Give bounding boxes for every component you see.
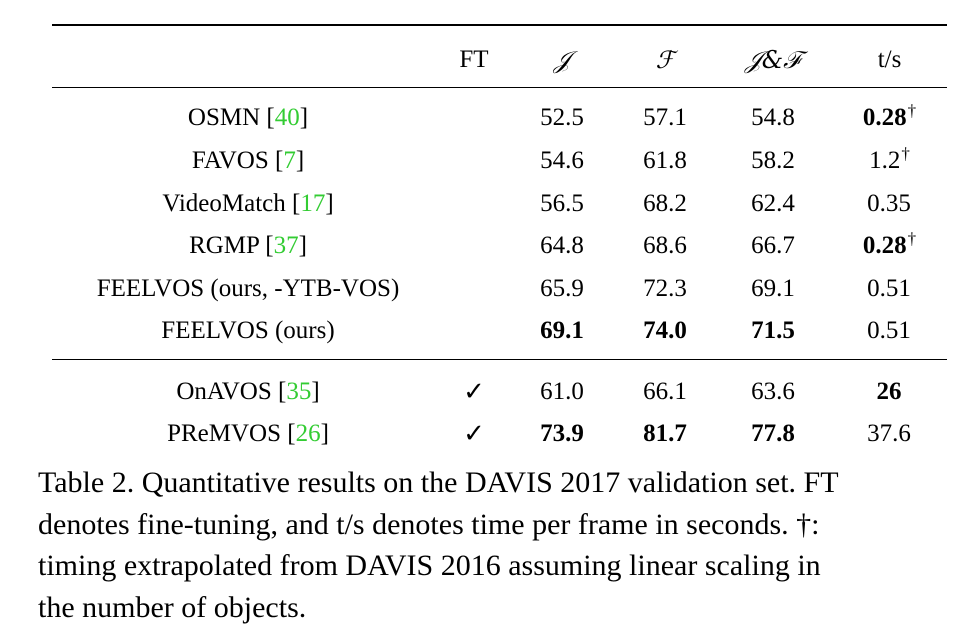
j-value: 56.5 xyxy=(540,190,584,217)
table-row: PReMVOS [26] ✓ 73.9 81.7 77.8 37.6 xyxy=(0,417,976,451)
method-name: FEELVOS (ours, -YTB-VOS) xyxy=(96,275,400,302)
j-value: 52.5 xyxy=(540,104,584,131)
j-value: 73.9 xyxy=(540,420,584,447)
ts-value: 0.51 xyxy=(867,317,911,344)
header-ts: t/s xyxy=(877,46,902,73)
ts-value: 0.28† xyxy=(862,229,917,259)
table-row: VideoMatch [17] 56.5 68.2 62.4 0.35 xyxy=(0,187,976,221)
ts-value: 26 xyxy=(876,378,902,405)
table-row: FAVOS [7] 54.6 61.8 58.2 1.2† xyxy=(0,144,976,178)
citation-link[interactable]: 17 xyxy=(300,190,326,217)
ts-value: 37.6 xyxy=(867,420,911,447)
citation-link[interactable]: 35 xyxy=(286,378,312,405)
j-value: 54.6 xyxy=(540,147,584,174)
caption-line: the number of objects. xyxy=(38,590,307,624)
j-value: 61.0 xyxy=(540,378,584,405)
f-value: 68.6 xyxy=(643,232,687,259)
header-j: 𝒥 xyxy=(553,46,571,74)
f-value: 72.3 xyxy=(643,275,687,302)
jf-value: 62.4 xyxy=(751,190,795,217)
f-value: 74.0 xyxy=(643,317,687,344)
table-row: FEELVOS (ours) 69.1 74.0 71.5 0.51 xyxy=(0,314,976,348)
f-value: 61.8 xyxy=(643,147,687,174)
jf-value: 54.8 xyxy=(751,104,795,131)
caption-line: denotes fine-tuning, and t/s denotes tim… xyxy=(38,507,820,541)
j-value: 69.1 xyxy=(540,317,584,344)
checkmark-icon: ✓ xyxy=(463,419,485,449)
ts-value: 0.51 xyxy=(867,275,911,302)
table-row: OnAVOS [35] ✓ 61.0 66.1 63.6 26 xyxy=(0,375,976,409)
jf-value: 71.5 xyxy=(751,317,795,344)
table-top-rule xyxy=(52,24,947,26)
j-value: 64.8 xyxy=(540,232,584,259)
method-name: PReMVOS [26] xyxy=(167,420,329,447)
f-value: 66.1 xyxy=(643,378,687,405)
method-name: FEELVOS (ours) xyxy=(161,317,335,344)
header-ft: FT xyxy=(459,46,489,73)
method-name: RGMP [37] xyxy=(189,232,307,259)
citation-link[interactable]: 37 xyxy=(273,232,299,259)
method-name: OSMN [40] xyxy=(187,104,309,131)
table-caption: Table 2. Quantitative results on the DAV… xyxy=(38,462,958,628)
j-value: 65.9 xyxy=(540,275,584,302)
jf-value: 58.2 xyxy=(751,147,795,174)
ts-value: 0.28† xyxy=(862,101,917,131)
jf-value: 63.6 xyxy=(751,378,795,405)
method-name: VideoMatch [17] xyxy=(162,190,334,217)
header-jf: 𝒥&ℱ xyxy=(745,46,801,74)
f-value: 68.2 xyxy=(643,190,687,217)
table-row: OSMN [40] 52.5 57.1 54.8 0.28† xyxy=(0,101,976,135)
citation-link[interactable]: 26 xyxy=(295,420,321,447)
table-header-row: FT 𝒥 ℱ 𝒥&ℱ t/s xyxy=(0,43,976,77)
ts-value: 1.2† xyxy=(869,144,910,174)
citation-link[interactable]: 7 xyxy=(283,147,296,174)
caption-line: timing extrapolated from DAVIS 2016 assu… xyxy=(38,549,821,582)
jf-value: 77.8 xyxy=(751,420,795,447)
dagger-mark: † xyxy=(907,101,917,120)
ts-value: 0.35 xyxy=(867,190,911,217)
caption-line: Table 2. Quantitative results on the DAV… xyxy=(38,466,839,499)
table-row: RGMP [37] 64.8 68.6 66.7 0.28† xyxy=(0,229,976,263)
table-section-rule xyxy=(52,359,947,360)
table-row: FEELVOS (ours, -YTB-VOS) 65.9 72.3 69.1 … xyxy=(0,272,976,306)
f-value: 57.1 xyxy=(643,104,687,131)
method-name: OnAVOS [35] xyxy=(176,378,320,405)
f-value: 81.7 xyxy=(643,420,687,447)
dagger-mark: † xyxy=(907,229,917,248)
jf-value: 66.7 xyxy=(751,232,795,259)
jf-value: 69.1 xyxy=(751,275,795,302)
dagger-mark: † xyxy=(901,144,910,163)
table-header-rule xyxy=(52,87,947,88)
header-f: ℱ xyxy=(655,46,675,74)
citation-link[interactable]: 40 xyxy=(274,104,300,131)
method-name: FAVOS [7] xyxy=(191,147,305,174)
checkmark-icon: ✓ xyxy=(463,377,485,407)
